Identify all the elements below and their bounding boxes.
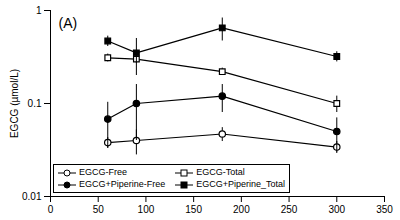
svg-text:200: 200 <box>233 204 250 215</box>
html-text:EGCG-Free: EGCG-Free <box>79 167 127 177</box>
svg-text:1: 1 <box>36 5 42 16</box>
svg-text:50: 50 <box>93 204 105 215</box>
svg-text:0.1: 0.1 <box>28 98 42 109</box>
svg-text:(A): (A) <box>59 15 78 31</box>
html-text:EGCG+Piperine-Free: EGCG+Piperine-Free <box>79 179 166 189</box>
svg-text:0.01: 0.01 <box>22 191 42 202</box>
svg-text:100: 100 <box>138 204 155 215</box>
svg-text:350: 350 <box>376 204 393 215</box>
html-text:EGCG+Piperine_Total: EGCG+Piperine_Total <box>196 179 286 189</box>
svg-text:EGCG (µmol/L): EGCG (µmol/L) <box>9 69 20 138</box>
svg-text:150: 150 <box>185 204 202 215</box>
svg-text:300: 300 <box>328 204 345 215</box>
svg-text:0: 0 <box>48 204 54 215</box>
html-text:EGCG-Total: EGCG-Total <box>196 167 245 177</box>
svg-text:250: 250 <box>281 204 298 215</box>
